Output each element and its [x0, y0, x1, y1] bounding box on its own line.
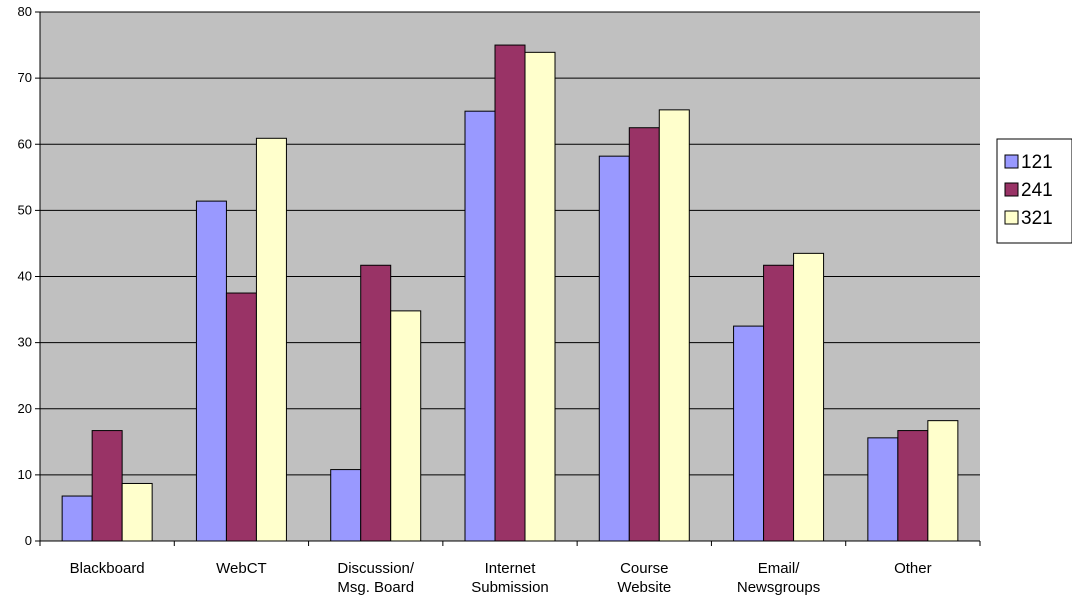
bar-241-3	[494, 44, 526, 542]
bar-121-2	[330, 469, 362, 542]
y-tick-label: 40	[18, 269, 32, 284]
bars	[61, 44, 959, 542]
bar-121-4	[598, 155, 630, 542]
bar-321-5	[793, 252, 825, 542]
bar-321-0	[121, 482, 153, 542]
y-tick-label: 10	[18, 467, 32, 482]
x-category-label: WebCT	[216, 560, 267, 577]
bar-121-1	[195, 200, 227, 542]
bar-321-4	[658, 109, 690, 542]
legend-label-241: 241	[1021, 180, 1053, 201]
bar-321-1	[255, 137, 287, 542]
bar-321-6	[927, 420, 959, 542]
bar-241-6	[897, 430, 929, 542]
bar-321-3	[524, 51, 556, 542]
x-axis-labels: Blackboard WebCT Discussion/Msg. Board Inte…	[39, 541, 981, 596]
y-axis-ticks: 0 10 20 30 40 50 60 70 80	[18, 4, 40, 548]
bar-241-2	[360, 264, 392, 542]
legend-swatch-121	[1004, 154, 1019, 169]
bar-241-5	[763, 264, 795, 542]
x-category-label: Blackboard	[70, 560, 145, 577]
legend-label-321: 321	[1021, 208, 1053, 229]
x-category-label: Email/Newsgroups	[737, 560, 820, 596]
bar-321-2	[390, 310, 422, 542]
x-category-label: Discussion/Msg. Board	[337, 560, 415, 596]
legend-label-121: 121	[1021, 152, 1053, 173]
bar-121-3	[464, 110, 496, 542]
y-tick-label: 0	[25, 533, 32, 548]
x-category-label: Course Website	[617, 560, 671, 596]
x-category-label: Other	[894, 560, 932, 577]
legend-swatch-321	[1004, 210, 1019, 225]
bar-241-4	[628, 127, 660, 542]
bar-121-6	[867, 437, 899, 542]
y-tick-label: 60	[18, 136, 32, 151]
y-tick-label: 70	[18, 70, 32, 85]
y-tick-label: 20	[18, 401, 32, 416]
y-tick-label: 50	[18, 202, 32, 217]
bar-121-5	[733, 325, 765, 542]
bar-241-1	[225, 292, 257, 542]
x-category-label: Internet Submission	[471, 560, 549, 596]
y-tick-label: 30	[18, 335, 32, 350]
bar-241-0	[91, 430, 123, 542]
bar-121-0	[61, 495, 93, 542]
legend-swatch-241	[1004, 182, 1019, 197]
legend: 121 241 321	[996, 138, 1072, 244]
y-tick-label: 80	[18, 4, 32, 19]
